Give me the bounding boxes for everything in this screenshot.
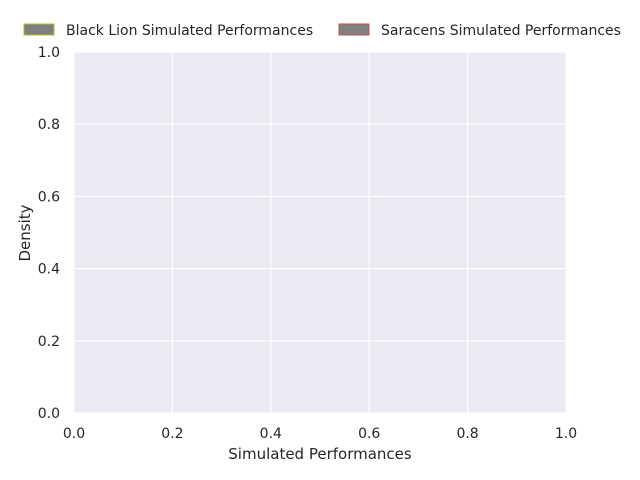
legend-item-saracens: Saracens Simulated Performances: [338, 23, 621, 39]
x-tick-label: 0.0: [63, 426, 85, 442]
y-tick-label: 0.6: [38, 189, 60, 205]
legend-swatch-black-lion: [23, 23, 55, 36]
y-tick-labels: 0.0 0.2 0.4 0.6 0.8 1.0: [38, 45, 60, 422]
x-tick-label: 0.8: [456, 426, 478, 442]
legend-label-black-lion: Black Lion Simulated Performances: [66, 23, 313, 39]
y-tick-label: 1.0: [38, 45, 60, 61]
x-tick-label: 0.4: [260, 426, 282, 442]
legend-item-black-lion: Black Lion Simulated Performances: [23, 23, 313, 39]
y-tick-label: 0.4: [38, 262, 60, 278]
x-tick-label: 0.2: [161, 426, 183, 442]
x-tick-label: 0.6: [358, 426, 380, 442]
legend-swatch-saracens: [338, 23, 370, 36]
y-tick-label: 0.8: [38, 117, 60, 133]
legend: Black Lion Simulated Performances Sarace…: [23, 23, 621, 39]
y-axis-label: Density: [16, 204, 34, 261]
x-tick-label: 1.0: [555, 426, 577, 442]
x-axis-label: Simulated Performances: [228, 445, 412, 463]
y-tick-label: 0.0: [38, 406, 60, 422]
legend-label-saracens: Saracens Simulated Performances: [381, 23, 621, 39]
plot-area: [74, 52, 566, 413]
y-tick-label: 0.2: [38, 334, 60, 350]
x-tick-labels: 0.0 0.2 0.4 0.6 0.8 1.0: [63, 426, 577, 442]
grid-lines: [73, 51, 567, 414]
